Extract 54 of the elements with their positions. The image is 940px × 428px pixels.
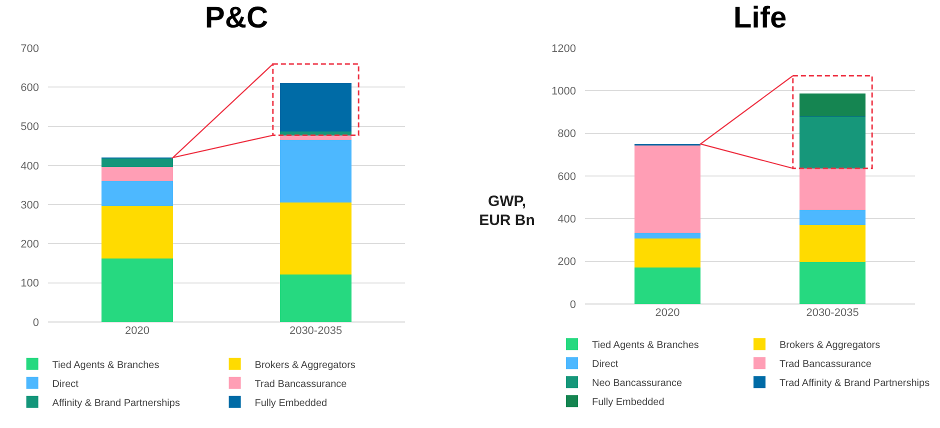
- x-tick-label: 2020: [655, 307, 680, 319]
- legend-label: Trad Affinity & Brand Partnerships: [780, 378, 930, 389]
- x-tick-label: 2030-2035: [806, 307, 859, 319]
- legend-label: Direct: [592, 359, 618, 370]
- y-tick-label: 200: [20, 238, 39, 251]
- y-tick-label: 500: [20, 121, 39, 134]
- bar: [800, 117, 866, 168]
- legend-label: Brokers & Aggregators: [780, 340, 880, 351]
- bar: [280, 202, 352, 274]
- y-tick-label: 700: [20, 42, 39, 55]
- bar: [280, 83, 352, 132]
- y-tick-label: 0: [32, 316, 39, 329]
- bar: [102, 166, 173, 182]
- bar: [102, 158, 173, 167]
- legend-label: Direct: [52, 378, 79, 390]
- chart-title: Life: [733, 1, 787, 34]
- x-tick-label: 2030-2035: [289, 325, 342, 337]
- bar: [102, 181, 173, 206]
- bar: [800, 262, 866, 304]
- legend-label: Trad Bancassurance: [254, 378, 348, 390]
- x-tick-label: 2020: [125, 325, 150, 337]
- y-tick-label: 200: [558, 256, 576, 268]
- bar: [634, 238, 700, 268]
- legend-label: Trad Bancassurance: [780, 359, 872, 370]
- bar: [800, 168, 866, 210]
- bar: [102, 258, 173, 322]
- bar: [634, 268, 700, 304]
- y-tick-label: 400: [558, 214, 576, 226]
- bar: [800, 210, 866, 225]
- bar: [280, 140, 352, 203]
- y-tick-label: 100: [20, 278, 39, 290]
- chart-title: P&C: [204, 1, 268, 34]
- y-tick-label: 1200: [552, 42, 576, 55]
- legend-label: Tied Agents & Branches: [592, 340, 699, 351]
- legend-label: Brokers & Aggregators: [254, 360, 356, 371]
- bar: [800, 94, 866, 116]
- y-tick-label: 300: [20, 199, 39, 212]
- y-tick-label: 400: [20, 160, 39, 172]
- legend-label: Fully Embedded: [254, 398, 328, 409]
- y-tick-label: 800: [558, 128, 576, 140]
- legend-label: Fully Embedded: [592, 397, 664, 408]
- y-tick-label: 600: [20, 82, 39, 94]
- bar: [634, 232, 700, 239]
- y-tick-label: 1000: [552, 86, 576, 98]
- bar: [634, 145, 700, 233]
- y-tick-label: 0: [570, 298, 576, 311]
- bar: [102, 206, 173, 259]
- legend-label: Tied Agents & Branches: [52, 360, 160, 371]
- bar: [280, 274, 352, 322]
- bar: [800, 224, 866, 262]
- legend-label: Affinity & Brand Partnerships: [52, 398, 180, 409]
- y-axis-title: GWP, EUR Bn: [478, 192, 536, 230]
- y-tick-label: 600: [558, 170, 576, 183]
- legend-label: Neo Bancassurance: [592, 378, 682, 389]
